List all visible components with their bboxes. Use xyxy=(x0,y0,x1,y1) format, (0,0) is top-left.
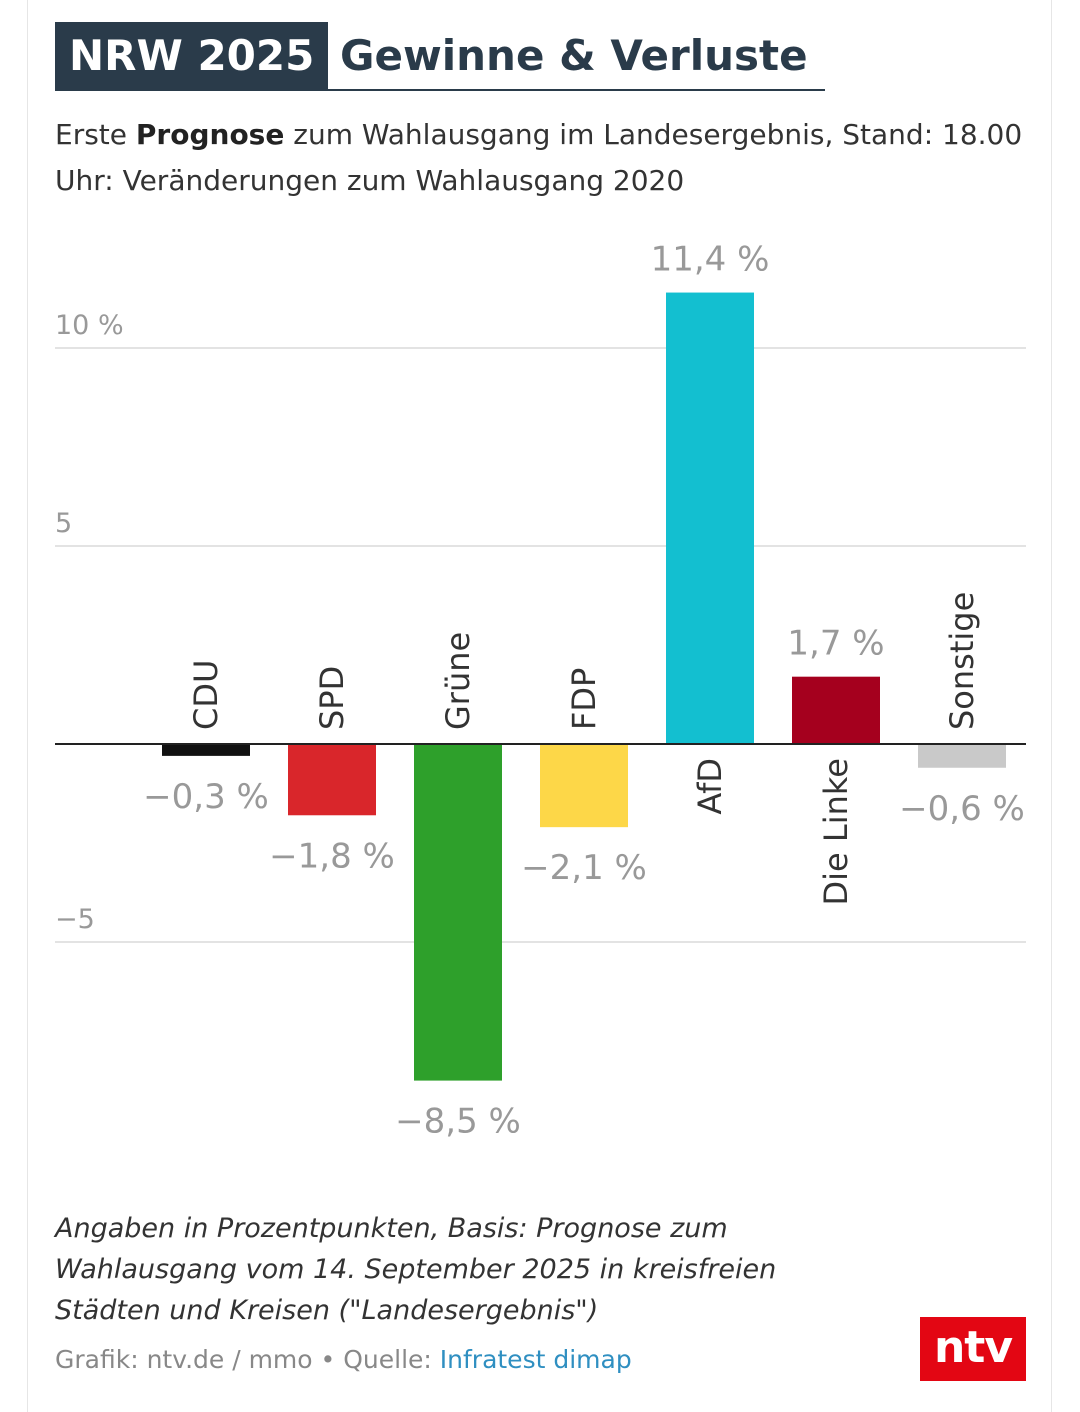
bar xyxy=(162,744,250,756)
value-label: −0,6 % xyxy=(899,789,1025,829)
chart-subtitle: Erste Prognose zum Wahlausgang im Landes… xyxy=(55,112,1035,204)
value-label: −0,3 % xyxy=(143,777,269,817)
bar xyxy=(666,292,754,744)
value-label: 11,4 % xyxy=(651,240,770,280)
source-link[interactable]: Infratest dimap xyxy=(439,1345,632,1374)
page-frame xyxy=(27,0,1052,1412)
y-tick-label: −5 xyxy=(55,904,95,935)
value-label: −2,1 % xyxy=(521,848,647,888)
subtitle-post: zum Wahlausgang im Landesergebnis, Stand… xyxy=(55,118,1023,197)
bar xyxy=(792,676,880,744)
value-label: 1,7 % xyxy=(787,624,884,664)
bar xyxy=(414,744,502,1081)
y-tick-label: 10 % xyxy=(55,310,124,341)
footnote: Angaben in Prozentpunkten, Basis: Progno… xyxy=(55,1213,777,1326)
value-label: −1,8 % xyxy=(269,836,395,876)
credit-prefix: Grafik: ntv.de / mmo • Quelle: xyxy=(55,1345,440,1374)
bar xyxy=(288,744,376,816)
category-label: SPD xyxy=(313,666,351,730)
category-label: Die Linke xyxy=(817,758,855,905)
category-label: Grüne xyxy=(439,632,477,730)
category-label: FDP xyxy=(565,668,603,730)
subtitle-bold: Prognose xyxy=(135,118,285,151)
credits: Grafik: ntv.de / mmo • Quelle: Infratest… xyxy=(55,1345,632,1374)
y-tick-label: 5 xyxy=(55,508,72,539)
ntv-logo: ntv xyxy=(920,1317,1026,1381)
title-block: NRW 2025 Gewinne & Verluste xyxy=(55,22,825,91)
category-label: AfD xyxy=(691,758,729,815)
bar xyxy=(540,744,628,828)
title-tag: NRW 2025 xyxy=(55,22,329,89)
value-label: −8,5 % xyxy=(395,1102,521,1142)
bar xyxy=(918,744,1006,768)
subtitle-pre: Erste xyxy=(55,118,136,151)
chart-title: Gewinne & Verluste xyxy=(340,31,808,80)
category-label: CDU xyxy=(187,660,225,730)
category-label: Sonstige xyxy=(943,592,981,730)
